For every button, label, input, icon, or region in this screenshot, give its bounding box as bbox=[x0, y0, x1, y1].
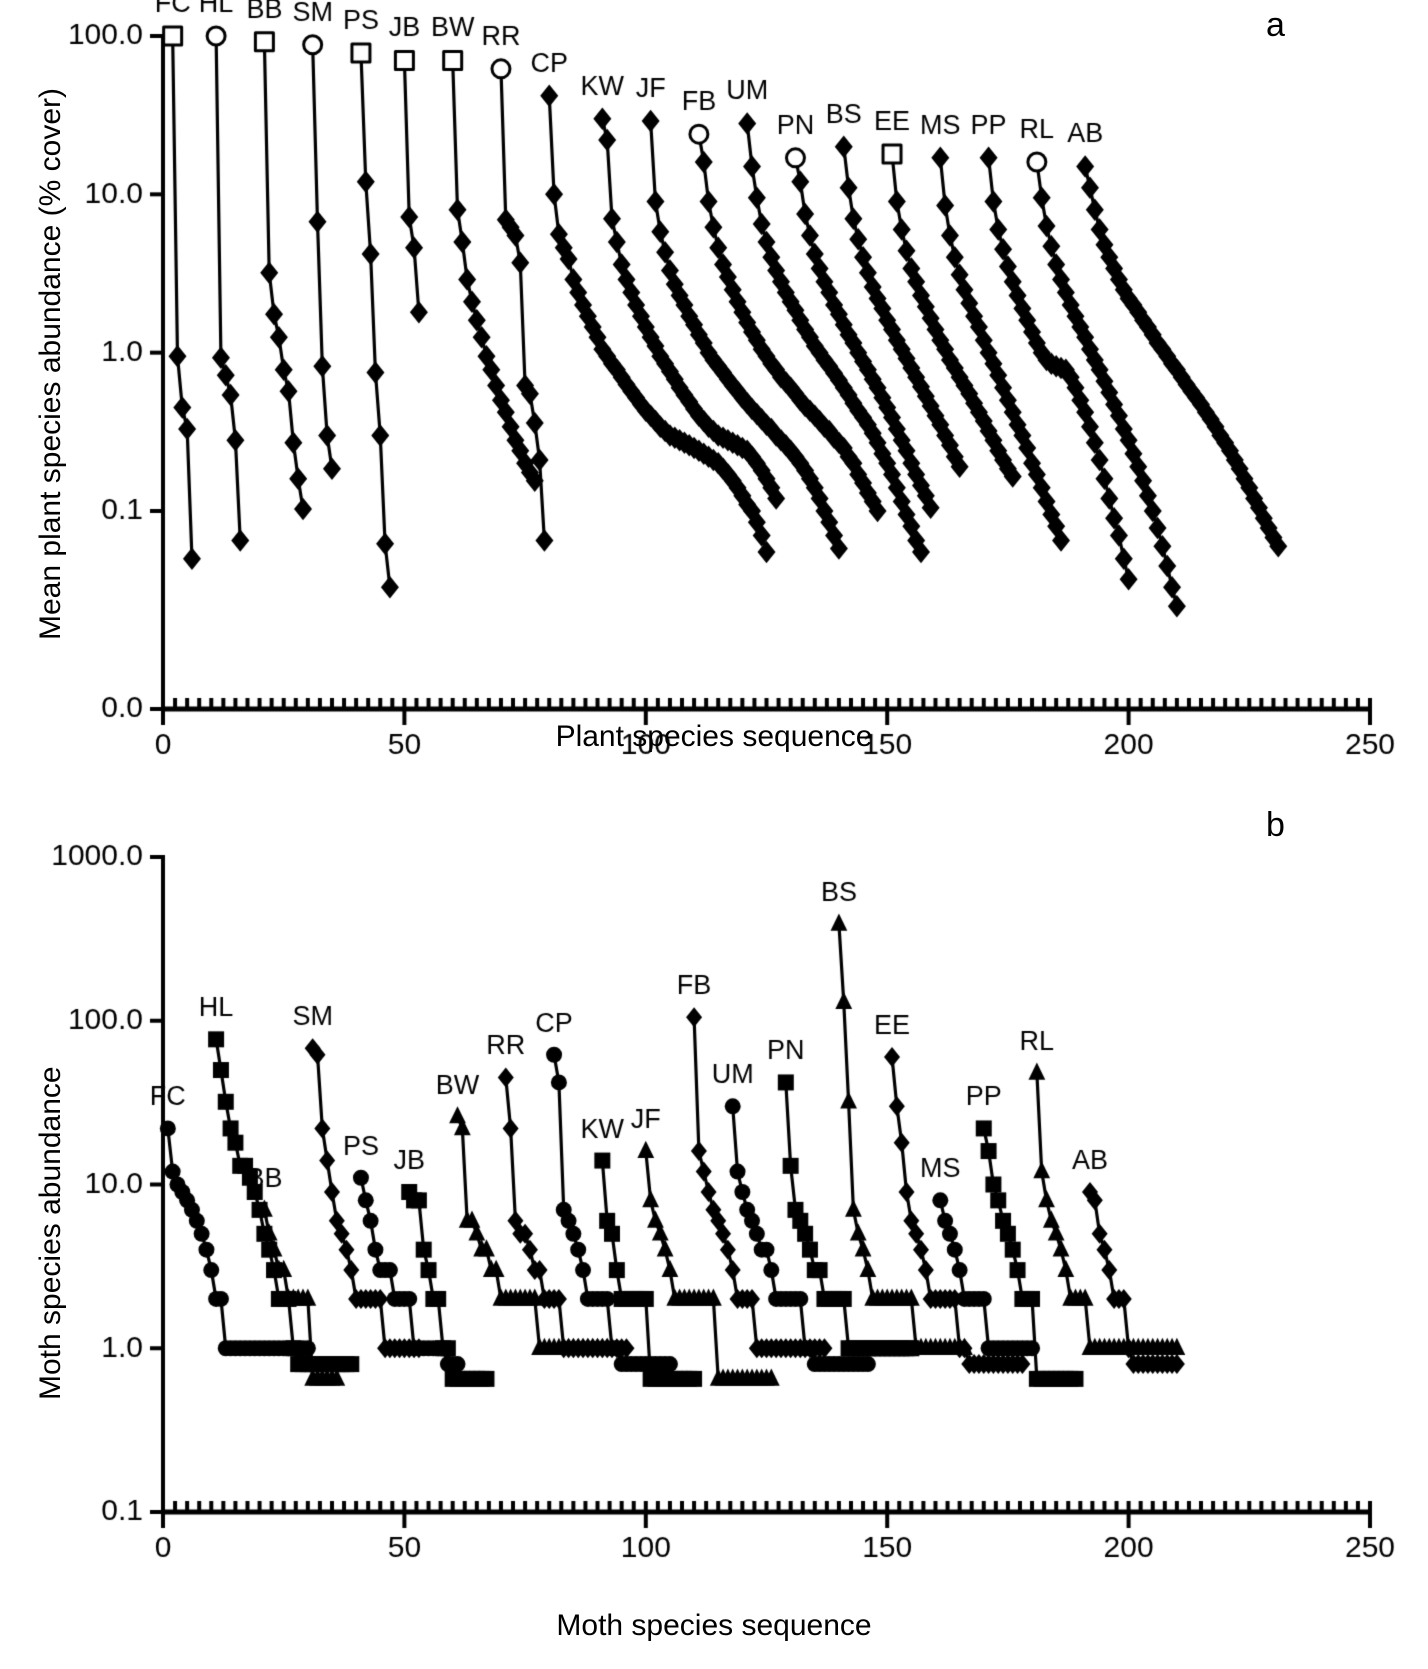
panel-b-y-axis-title-wrap: Moth species abundance bbox=[34, 1066, 68, 1400]
panel-b bbox=[0, 800, 1428, 1669]
panel-a-letter: a bbox=[1266, 6, 1285, 44]
panel-a-plot-canvas bbox=[0, 0, 1428, 800]
panel-b-x-axis-title: Moth species sequence bbox=[556, 1609, 872, 1642]
panel-b-letter: b bbox=[1266, 806, 1285, 844]
panel-a-x-axis-title: Plant species sequence bbox=[555, 720, 873, 753]
panel-b-y-axis-title: Moth species abundance bbox=[34, 1066, 67, 1400]
panel-a bbox=[0, 0, 1428, 800]
panel-a-y-axis-title-wrap: Mean plant species abundance (% cover) bbox=[34, 88, 68, 640]
panel-b-plot-canvas bbox=[0, 800, 1428, 1669]
panel-a-y-axis-title: Mean plant species abundance (% cover) bbox=[34, 88, 67, 640]
